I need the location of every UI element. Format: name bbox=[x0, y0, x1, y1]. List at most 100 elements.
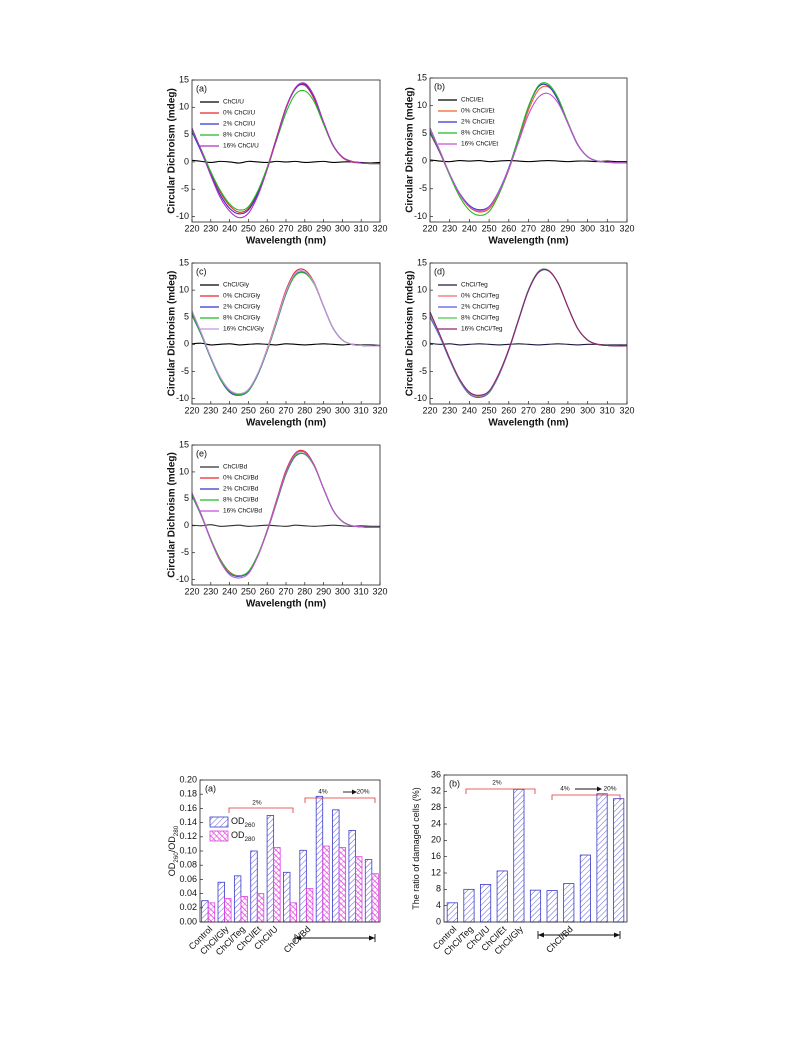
y-tick-label: 10 bbox=[417, 284, 427, 294]
curve bbox=[429, 268, 628, 397]
plot-frame bbox=[199, 779, 381, 923]
panel-label: (b) bbox=[449, 778, 460, 788]
bar bbox=[563, 883, 575, 923]
y-tick-label: -10 bbox=[414, 393, 427, 403]
y-tick-label: -5 bbox=[181, 366, 189, 376]
x-tick-label: 240 bbox=[462, 405, 477, 415]
x-tick-label: 220 bbox=[184, 405, 199, 415]
annotation: 2% bbox=[252, 800, 262, 807]
x-tick-label: 270 bbox=[278, 405, 293, 415]
legend-label: 0% ChCl/Bd bbox=[223, 475, 259, 482]
legend-label: 0% ChCl/Teg bbox=[461, 293, 499, 300]
x-tick-label: 310 bbox=[354, 405, 369, 415]
y-tick-label: 0.00 bbox=[179, 916, 197, 926]
plot-frame bbox=[429, 77, 628, 223]
x-tick-label: 260 bbox=[501, 223, 516, 233]
legend-label: 8% ChCl/U bbox=[223, 132, 255, 139]
x-tick-label: 310 bbox=[600, 405, 615, 415]
curve bbox=[191, 449, 381, 577]
legend-swatch bbox=[209, 830, 229, 842]
y-tick-label: 0.12 bbox=[179, 831, 197, 841]
x-tick-label: 310 bbox=[354, 586, 369, 596]
y-axis-title: The ratio of damaged cells (%) bbox=[411, 787, 421, 910]
x-tick-label: 270 bbox=[278, 223, 293, 233]
legend-label: ChCl/Teg bbox=[461, 282, 488, 289]
x-axis-title: Wavelength (nm) bbox=[488, 236, 568, 247]
bar bbox=[224, 898, 232, 923]
bar bbox=[256, 893, 265, 923]
curve bbox=[191, 84, 381, 213]
panel-label: (c) bbox=[196, 266, 207, 276]
legend-swatch bbox=[209, 816, 229, 828]
bar bbox=[529, 889, 542, 923]
y-tick-label: 0 bbox=[422, 339, 427, 349]
x-tick-label: ChCl/Bd bbox=[544, 924, 575, 955]
y-tick-label: 15 bbox=[417, 257, 427, 267]
legend-label: OD260 bbox=[231, 816, 256, 829]
x-tick-label: 300 bbox=[335, 223, 350, 233]
legend-label: 0% ChCl/U bbox=[223, 110, 255, 117]
annotation: 2% bbox=[492, 780, 502, 787]
curve bbox=[191, 270, 381, 395]
x-tick-label: 230 bbox=[203, 586, 218, 596]
curve bbox=[191, 524, 381, 527]
curve bbox=[191, 159, 381, 164]
y-tick-label: 15 bbox=[417, 72, 427, 82]
x-tick-label: 300 bbox=[580, 405, 595, 415]
bar bbox=[233, 875, 242, 923]
x-tick-label: 300 bbox=[335, 405, 350, 415]
x-tick-label: 270 bbox=[278, 586, 293, 596]
legend-label: ChCl/Gly bbox=[223, 282, 250, 289]
curve bbox=[429, 159, 628, 163]
legend-label: 16% ChCl/Teg bbox=[461, 326, 503, 333]
x-tick-label: 250 bbox=[482, 223, 497, 233]
x-tick-label: 220 bbox=[184, 586, 199, 596]
bar bbox=[201, 900, 209, 923]
x-tick-label: 290 bbox=[316, 405, 331, 415]
y-tick-label: 36 bbox=[431, 769, 441, 779]
decoration bbox=[551, 794, 621, 800]
x-tick-label: 320 bbox=[619, 405, 634, 415]
x-tick-label: 230 bbox=[442, 405, 457, 415]
y-tick-label: 0.08 bbox=[179, 860, 197, 870]
bar bbox=[299, 849, 307, 923]
bar bbox=[315, 795, 324, 923]
decoration bbox=[304, 797, 376, 803]
plot-frame bbox=[191, 262, 381, 405]
x-tick-label: 260 bbox=[501, 405, 516, 415]
legend-label: 2% ChCl/Teg bbox=[461, 304, 499, 311]
bar bbox=[579, 854, 591, 923]
annotation: 4% bbox=[318, 789, 328, 796]
y-tick-label: 0.02 bbox=[179, 902, 197, 912]
legend-label: 2% ChCl/Bd bbox=[223, 486, 259, 493]
x-tick-label: 280 bbox=[541, 223, 556, 233]
panel-label: (d) bbox=[434, 266, 445, 276]
x-tick-label: 270 bbox=[521, 223, 536, 233]
curve bbox=[191, 450, 381, 579]
bar bbox=[496, 870, 508, 923]
x-tick-label: 320 bbox=[372, 405, 387, 415]
y-axis-title: Circular Dichroism (mdeg) bbox=[167, 271, 178, 397]
x-tick-label: 310 bbox=[600, 223, 615, 233]
y-tick-label: 16 bbox=[431, 851, 441, 861]
x-tick-label: 310 bbox=[354, 223, 369, 233]
x-tick-label: 230 bbox=[203, 405, 218, 415]
bar bbox=[283, 871, 291, 923]
x-tick-label: 320 bbox=[372, 586, 387, 596]
bar bbox=[613, 798, 625, 923]
y-axis-title: Circular Dichroism (mdeg) bbox=[405, 87, 416, 213]
curve bbox=[429, 92, 628, 212]
annotation: 4% bbox=[560, 786, 570, 793]
x-tick-label: 280 bbox=[297, 405, 312, 415]
curve bbox=[191, 83, 381, 215]
legend-label: 8% ChCl/Et bbox=[461, 130, 495, 137]
y-tick-label: 5 bbox=[422, 128, 427, 138]
legend-label: ChCl/U bbox=[223, 99, 244, 106]
annotation: 20% bbox=[603, 786, 616, 793]
y-tick-label: 0.04 bbox=[179, 888, 197, 898]
y-tick-label: 15 bbox=[179, 74, 189, 84]
y-tick-label: 0.10 bbox=[179, 845, 197, 855]
y-tick-label: -5 bbox=[181, 547, 189, 557]
curve bbox=[429, 83, 628, 211]
panel-label: (e) bbox=[196, 448, 207, 458]
